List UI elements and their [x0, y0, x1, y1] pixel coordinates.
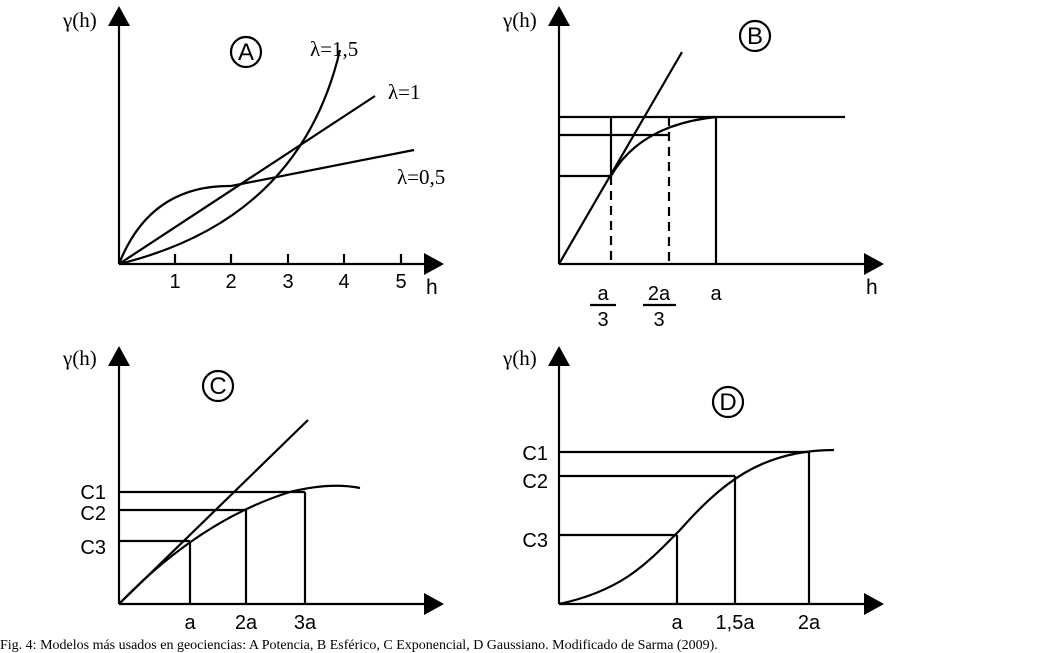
panel-d-y-axis-arrow: [548, 346, 570, 366]
panel-b-y-axis-arrow: [548, 6, 570, 26]
panel-a-x-tick-label: 1: [169, 271, 180, 293]
panel-c-exponential-curve: [118, 484, 361, 605]
panel-c: γ(h) C C1 C2 C3 a 2a 3a: [62, 346, 444, 634]
panel-c-x-tick-label: 3a: [294, 612, 317, 634]
panel-b-spherical-curve: [610, 115, 717, 177]
panel-a-x-tick-label: 2: [225, 271, 236, 293]
panel-a: γ(h) h 1 2 3 4 5 A λ=1,5 λ=1 λ=0,5: [62, 6, 445, 299]
panel-a-curve-label: λ=0,5: [397, 165, 445, 189]
panel-b-x-tick-denominator: 3: [653, 309, 664, 331]
panel-a-x-tick-label: 4: [338, 271, 349, 293]
panel-b-badge: [738, 19, 772, 53]
panel-c-y-axis-label: γ(h): [62, 346, 97, 370]
panel-d-badge: [711, 385, 745, 419]
panel-c-badge: [201, 369, 235, 403]
panel-a-curve-label: λ=1,5: [310, 37, 358, 61]
panel-b-x-tick-label: a: [710, 283, 722, 305]
panel-d: γ(h) D C1 C2 C3 a 1,5a 2a: [502, 346, 884, 634]
panel-d-y-tick-label: C1: [522, 443, 548, 465]
panel-b-x-tick-numerator: a: [597, 283, 609, 305]
panel-a-curve-lambda-1: [118, 95, 376, 265]
panel-a-badge: [229, 35, 263, 69]
panel-a-curve-lambda-0-5: [117, 148, 415, 265]
panel-c-x-axis-arrow: [424, 593, 444, 615]
panel-d-badge-label: D: [719, 389, 736, 416]
panel-a-x-axis-label: h: [426, 276, 438, 299]
panel-d-y-axis-label: γ(h): [502, 346, 537, 370]
panel-d-y-tick-label: C2: [522, 471, 548, 493]
panel-d-x-tick-label: 2a: [798, 612, 821, 634]
panel-b-x-tick-denominator: 3: [597, 309, 608, 331]
panel-b-tangent-line: [558, 51, 683, 265]
panel-a-y-axis-label: γ(h): [62, 8, 97, 32]
panel-a-badge-label: A: [238, 39, 254, 66]
panel-d-x-tick-label: a: [671, 612, 683, 634]
figure-caption: Fig. 4: Modelos más usados en geociencia…: [0, 638, 718, 653]
panel-a-x-tick-label: 3: [282, 271, 293, 293]
panel-d-x-axis-arrow: [864, 593, 884, 615]
panel-c-x-tick-label: a: [184, 612, 196, 634]
panel-c-y-axis-arrow: [108, 346, 130, 366]
panel-a-x-axis-arrow: [424, 253, 444, 275]
panel-a-curve-lambda-1-5: [118, 49, 342, 266]
panel-c-y-tick-label: C2: [80, 503, 106, 525]
panel-b-x-tick-numerator: 2a: [648, 283, 671, 305]
panel-b-x-axis-label: h: [866, 276, 878, 299]
panel-a-x-tick-label: 5: [395, 271, 406, 293]
panel-d-gaussian-curve: [558, 448, 835, 606]
panel-b: γ(h) h B a 3 2a 3 a: [502, 6, 884, 331]
panel-b-x-axis-arrow: [864, 253, 884, 275]
panel-a-y-axis-arrow: [108, 6, 130, 26]
panel-a-curve-label: λ=1: [388, 80, 421, 104]
panel-d-y-tick-label: C3: [522, 530, 548, 552]
panel-c-y-tick-label: C3: [80, 537, 106, 559]
panel-c-badge-label: C: [209, 373, 226, 400]
panel-d-x-tick-label: 1,5a: [716, 612, 756, 634]
panel-b-y-axis-label: γ(h): [502, 8, 537, 32]
panel-c-x-tick-label: 2a: [235, 612, 258, 634]
panel-c-y-tick-label: C1: [80, 482, 106, 504]
panel-b-badge-label: B: [747, 23, 763, 50]
